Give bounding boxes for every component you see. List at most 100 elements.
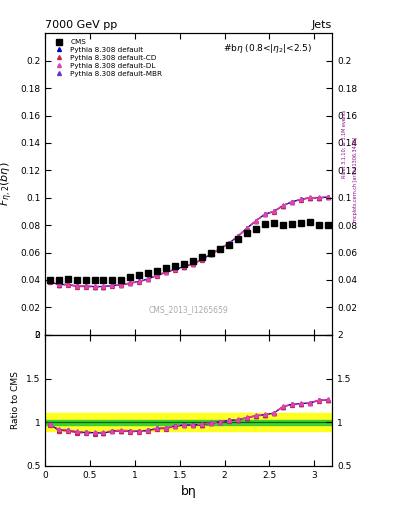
Pythia 8.308 default-DL [244,225,249,231]
Pythia 8.308 default-MBR [164,269,169,275]
Pythia 8.308 default-CD [128,281,133,287]
Y-axis label: $F_{\eta,2}(b\eta)$: $F_{\eta,2}(b\eta)$ [0,162,15,206]
Pythia 8.308 default [155,272,160,278]
Pythia 8.308 default-CD [272,209,276,215]
Pythia 8.308 default-CD [191,261,195,267]
Pythia 8.308 default-MBR [200,257,204,263]
Pythia 8.308 default [263,211,267,217]
Pythia 8.308 default-DL [137,278,142,284]
Pythia 8.308 default-CD [281,203,285,209]
Pythia 8.308 default-MBR [218,246,222,252]
Pythia 8.308 default-CD [47,279,52,285]
Pythia 8.308 default [298,196,303,202]
Pythia 8.308 default-MBR [182,264,187,270]
Pythia 8.308 default-DL [227,240,231,246]
Pythia 8.308 default-MBR [244,225,249,231]
CMS [146,270,151,276]
Pythia 8.308 default [316,195,321,201]
Pythia 8.308 default [182,264,187,270]
Pythia 8.308 default-DL [218,245,222,251]
Pythia 8.308 default-CD [119,282,124,288]
Pythia 8.308 default-CD [110,283,115,289]
Pythia 8.308 default-MBR [56,282,61,288]
Pythia 8.308 default-DL [128,280,133,286]
Pythia 8.308 default [101,284,106,290]
Pythia 8.308 default-DL [298,196,303,202]
Pythia 8.308 default-DL [272,208,276,214]
Pythia 8.308 default [173,266,178,272]
CMS [173,263,178,269]
Pythia 8.308 default-CD [74,284,79,290]
Legend: CMS, Pythia 8.308 default, Pythia 8.308 default-CD, Pythia 8.308 default-DL, Pyt: CMS, Pythia 8.308 default, Pythia 8.308 … [49,37,165,79]
Pythia 8.308 default-DL [101,283,106,289]
Line: Pythia 8.308 default: Pythia 8.308 default [48,195,330,289]
Pythia 8.308 default [65,281,70,287]
Pythia 8.308 default-CD [298,197,303,203]
Pythia 8.308 default-DL [182,263,187,269]
Text: Jets: Jets [312,20,332,30]
Pythia 8.308 default-MBR [289,199,294,205]
CMS [74,277,79,283]
Pythia 8.308 default-DL [253,218,258,224]
Text: mcplots.cern.ch [arXiv:1306.3436]: mcplots.cern.ch [arXiv:1306.3436] [353,137,358,222]
Pythia 8.308 default [191,261,195,267]
CMS [218,246,222,252]
Pythia 8.308 default-DL [325,194,330,200]
Pythia 8.308 default [56,282,61,288]
Pythia 8.308 default [164,269,169,275]
Pythia 8.308 default-MBR [119,282,124,288]
Line: Pythia 8.308 default-CD: Pythia 8.308 default-CD [48,196,330,289]
CMS [325,222,330,228]
CMS [155,268,160,274]
CMS [92,277,97,283]
Pythia 8.308 default-DL [316,195,321,201]
Pythia 8.308 default-CD [253,218,258,224]
CMS [101,276,106,283]
Pythia 8.308 default-MBR [92,284,97,290]
Pythia 8.308 default-DL [263,211,267,217]
Pythia 8.308 default-DL [281,202,285,208]
CMS [209,250,213,257]
Pythia 8.308 default [137,279,142,285]
Pythia 8.308 default-CD [92,284,97,290]
Pythia 8.308 default-CD [235,233,240,240]
Pythia 8.308 default-DL [74,283,79,289]
CMS [307,219,312,225]
Pythia 8.308 default [119,282,124,288]
Text: CMS_2013_I1265659: CMS_2013_I1265659 [149,305,228,314]
Pythia 8.308 default-CD [155,272,160,279]
Pythia 8.308 default-CD [307,195,312,201]
Pythia 8.308 default-MBR [209,251,213,257]
Pythia 8.308 default [218,246,222,252]
Pythia 8.308 default-MBR [316,195,321,201]
Pythia 8.308 default [253,218,258,224]
Pythia 8.308 default-DL [47,278,52,284]
Pythia 8.308 default [244,225,249,231]
Y-axis label: Ratio to CMS: Ratio to CMS [11,371,20,429]
CMS [227,242,231,248]
X-axis label: bη: bη [181,485,196,498]
Pythia 8.308 default-MBR [325,194,330,200]
Pythia 8.308 default-CD [164,269,169,275]
CMS [272,220,276,226]
CMS [83,276,88,283]
Pythia 8.308 default-MBR [65,281,70,287]
Pythia 8.308 default [307,195,312,201]
Pythia 8.308 default-DL [56,281,61,287]
Pythia 8.308 default-MBR [191,261,195,267]
Pythia 8.308 default-DL [119,282,124,288]
Line: CMS: CMS [47,220,331,283]
CMS [164,265,169,271]
Pythia 8.308 default-CD [146,276,151,283]
Pythia 8.308 default-DL [209,250,213,257]
Pythia 8.308 default-CD [137,279,142,285]
Pythia 8.308 default-MBR [263,211,267,217]
CMS [110,277,115,283]
Pythia 8.308 default [146,276,151,282]
Pythia 8.308 default [227,240,231,246]
Pythia 8.308 default [325,194,330,200]
Pythia 8.308 default-MBR [146,276,151,282]
CMS [119,276,124,283]
Pythia 8.308 default-MBR [281,203,285,209]
Pythia 8.308 default-CD [209,251,213,258]
